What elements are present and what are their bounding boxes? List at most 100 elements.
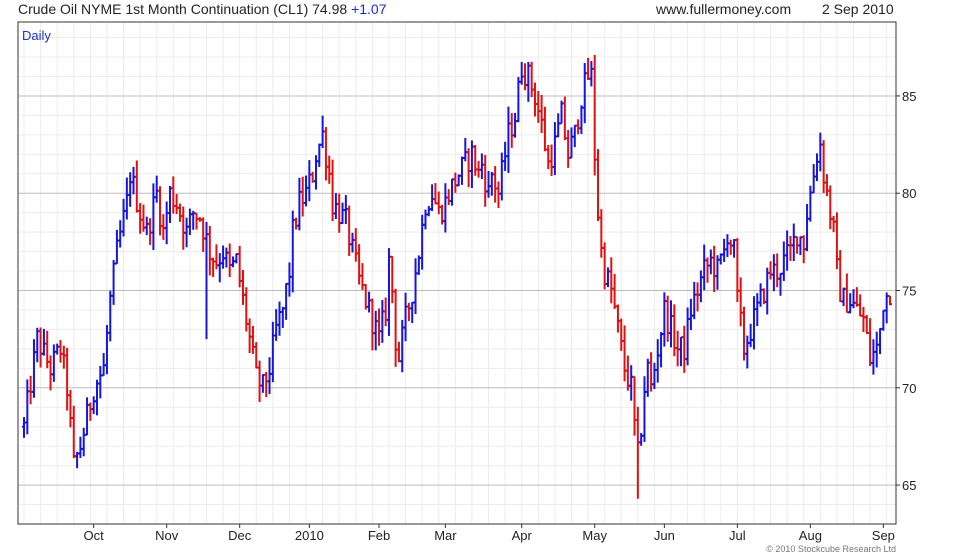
ohlc-bar [552, 122, 557, 176]
ohlc-bar [264, 371, 269, 398]
ohlc-bar [227, 243, 232, 278]
ohlc-bar [582, 63, 587, 124]
ohlc-bar [350, 232, 355, 253]
ohlc-bar [297, 177, 302, 231]
ohlc-bar [71, 405, 76, 459]
ohlc-bar [811, 164, 816, 194]
ohlc-bar [367, 291, 372, 313]
ohlc-bar [705, 257, 710, 283]
ohlc-bar [161, 214, 166, 240]
ohlc-bar [496, 181, 501, 209]
interval-label: Daily [22, 28, 51, 43]
ohlc-bar [48, 355, 53, 391]
ohlc-bar [221, 245, 226, 269]
ohlc-bar [692, 281, 697, 320]
ohlc-bar [758, 283, 763, 307]
ohlc-bar [357, 244, 362, 285]
ohlc-bar [602, 242, 607, 290]
ohlc-bar [85, 397, 90, 436]
ohlc-bar [380, 300, 385, 343]
ohlc-bar [751, 296, 756, 350]
ohlc-bar [207, 225, 212, 276]
ohlc-bar [821, 140, 826, 193]
ohlc-bar [576, 119, 581, 135]
ohlc-bar [114, 229, 119, 265]
ohlc-bar [403, 292, 408, 342]
ohlc-bar [771, 254, 776, 292]
ohlc-bar [556, 113, 561, 138]
ohlc-bar [834, 212, 839, 270]
ohlc-bar [260, 373, 265, 393]
ohlc-bar [294, 217, 299, 230]
ohlc-bar [815, 153, 820, 182]
ohlc-bar [353, 228, 358, 262]
ohlc-bar [579, 105, 584, 135]
ohlc-bar [91, 396, 96, 415]
instrument-name: Crude Oil NYME 1st Month Continuation (C… [18, 1, 309, 17]
ohlc-bar [805, 203, 810, 252]
ohlc-bar [542, 106, 547, 152]
ohlc-bar [81, 427, 86, 457]
ohlc-bar [108, 290, 113, 342]
ohlc-bar [287, 262, 292, 297]
plot-frame [17, 21, 897, 525]
ohlc-bar [596, 149, 601, 222]
ohlc-bar [426, 206, 431, 217]
ohlc-bar [340, 202, 345, 225]
ohlc-bar [695, 282, 700, 312]
ohlc-bar [838, 250, 843, 303]
ohlc-bar [51, 344, 56, 382]
ohlc-bar [167, 185, 172, 223]
ohlc-bar [506, 106, 511, 174]
x-tick-label: Jun [654, 528, 675, 543]
ohlc-bar [659, 332, 664, 368]
ohlc-bar [791, 223, 796, 261]
ohlc-bar [386, 248, 391, 336]
ohlc-bar [669, 300, 674, 348]
ohlc-bar [655, 339, 660, 383]
ohlc-bar [519, 61, 524, 85]
ohlc-bar [121, 198, 126, 237]
ohlc-bar [781, 241, 786, 281]
ohlc-bar [728, 239, 733, 255]
gridlines [18, 22, 896, 525]
ohlc-bar [532, 82, 537, 117]
ohlc-bar [642, 376, 647, 442]
ohlc-bar [250, 325, 255, 354]
ohlc-bar [164, 201, 169, 245]
ohlc-bar [778, 272, 783, 296]
ohlc-bar [874, 331, 879, 368]
ohlc-bar [881, 309, 886, 331]
ohlc-bar [562, 96, 567, 141]
ohlc-bar [539, 94, 544, 134]
ohlc-bar [605, 267, 610, 288]
ohlc-bar [808, 185, 813, 222]
ohlc-bar [489, 171, 494, 196]
ohlc-bar [333, 193, 338, 220]
site-link[interactable]: www.fullermoney.com [656, 1, 792, 17]
ohlc-bar [383, 297, 388, 327]
ohlc-bar [851, 289, 856, 309]
ohlc-bar [688, 298, 693, 331]
ohlc-bar [28, 375, 33, 405]
ohlc-bar [330, 159, 335, 222]
ohlc-bar [134, 160, 139, 213]
ohlc-bar [871, 339, 876, 375]
y-tick-label: 85 [902, 89, 916, 104]
ohlc-bar [665, 295, 670, 342]
ohlc-bar [788, 235, 793, 261]
ohlc-bar [217, 253, 222, 283]
ohlc-bar [735, 238, 740, 302]
ohlc-bar [65, 347, 70, 411]
ohlc-bar [685, 307, 690, 366]
price-bars [22, 54, 892, 499]
ohlc-bar [698, 270, 703, 303]
ohlc-bar [224, 247, 229, 268]
ohlc-bar [622, 325, 627, 382]
ohlc-bar [78, 436, 83, 458]
ohlc-bar [393, 288, 398, 367]
ohlc-bar [406, 302, 411, 322]
ohlc-bar [410, 301, 415, 324]
ohlc-bar [738, 277, 743, 327]
ohlc-bar [844, 273, 849, 314]
